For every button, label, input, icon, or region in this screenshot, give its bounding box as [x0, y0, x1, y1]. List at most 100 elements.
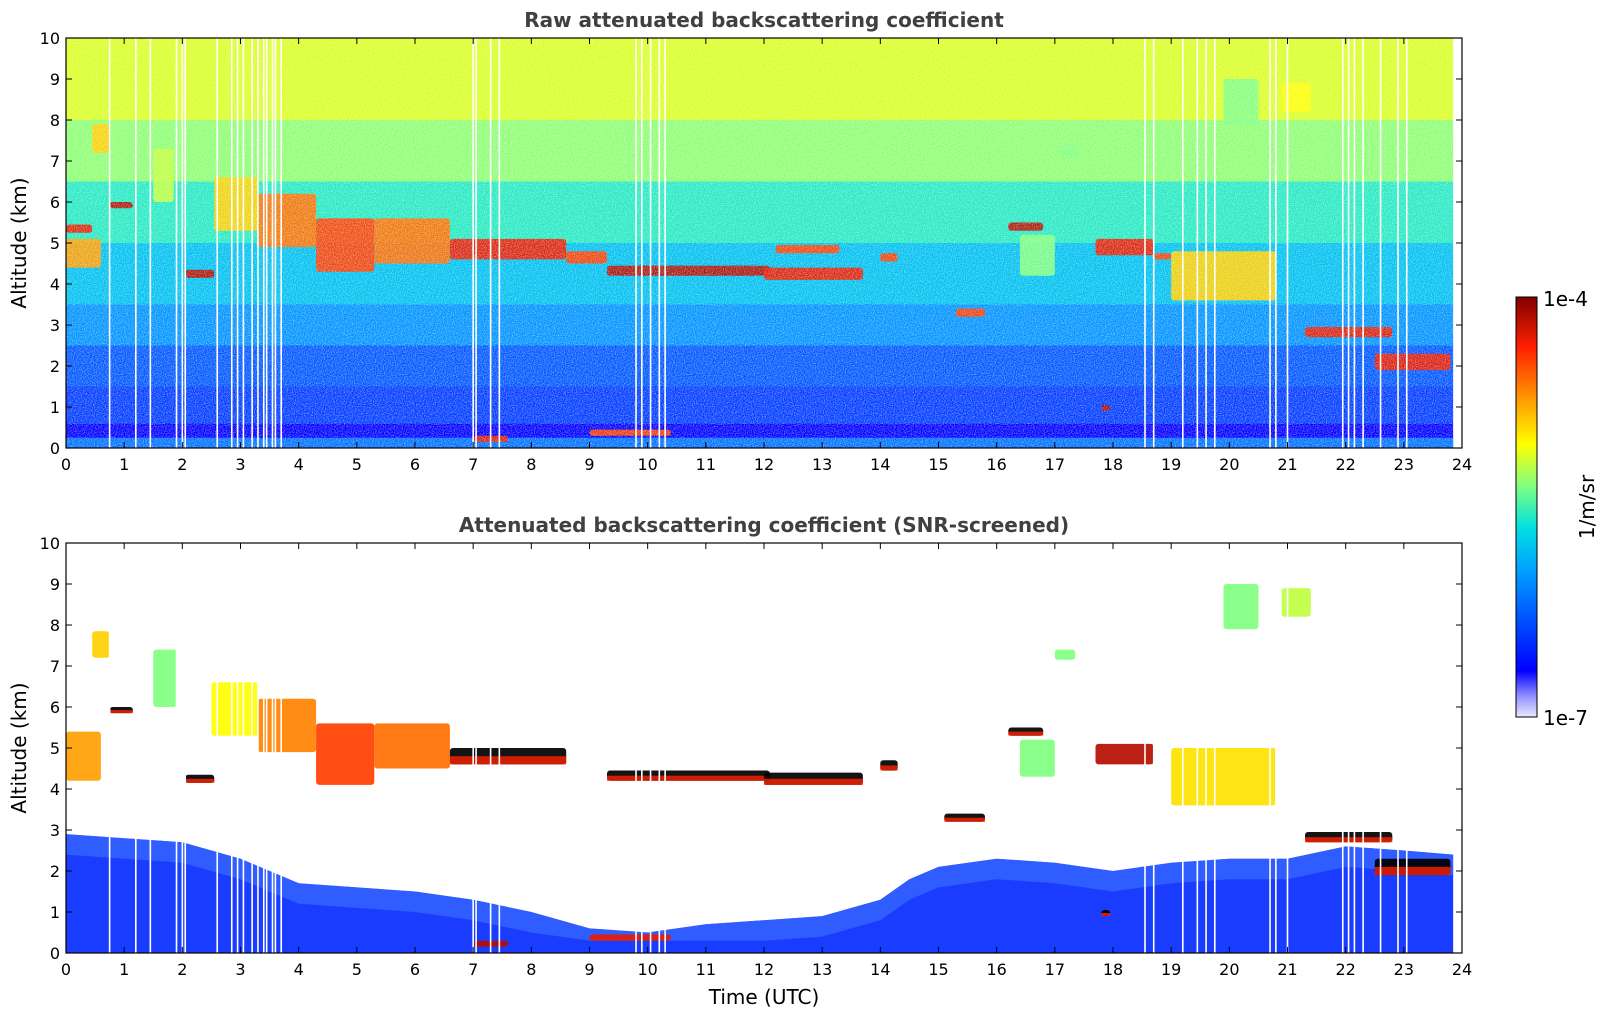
x-tick-label: 14 [870, 960, 890, 979]
x-tick-label: 8 [526, 455, 536, 474]
x-tick-label: 10 [637, 455, 657, 474]
x-tick-label: 12 [754, 960, 774, 979]
raw-heatmap [66, 38, 1462, 448]
y-tick-label: 0 [50, 439, 60, 458]
cloud-layer-edge [1101, 913, 1111, 917]
x-tick-label: 24 [1452, 455, 1472, 474]
raw-noise-overlay [66, 38, 1462, 448]
screened-boundary-layer-top [66, 834, 1454, 941]
cloud-layer-edge [1008, 731, 1044, 736]
x-tick-label: 4 [294, 960, 304, 979]
screened-heatmap [66, 543, 1462, 953]
y-tick-label: 9 [50, 70, 60, 89]
raw-panel: Raw attenuated backscattering coefficien… [7, 8, 1472, 474]
y-tick-label: 6 [50, 193, 60, 212]
x-tick-label: 6 [410, 960, 420, 979]
y-tick-label: 10 [40, 534, 60, 553]
x-tick-label: 21 [1277, 960, 1297, 979]
raw-x-axis: 0 1 2 3 4 5 6 7 8 9 10 11 12 13 14 15 16 17 18 19 20 21 22 23 24 [61, 38, 1472, 474]
x-tick-label: 6 [410, 455, 420, 474]
screened-y-axis: 0 1 2 3 4 5 6 7 8 9 10 [40, 534, 1462, 963]
x-tick-label: 21 [1277, 455, 1297, 474]
x-tick-label: 13 [812, 960, 832, 979]
x-tick-label: 20 [1219, 960, 1239, 979]
y-tick-label: 0 [50, 944, 60, 963]
colorbar-unit-label: 1/m/sr [1575, 474, 1599, 539]
x-tick-label: 13 [812, 455, 832, 474]
colorbar-max-label: 1e-4 [1543, 287, 1588, 311]
screened-x-axis: 0 1 2 3 4 5 6 7 8 9 10 11 12 13 14 15 16 17 18 19 20 21 22 23 24 [61, 543, 1472, 979]
y-tick-label: 8 [50, 111, 60, 130]
raw-y-axis-label: Altitude (km) [7, 177, 31, 308]
x-tick-label: 9 [584, 455, 594, 474]
x-tick-label: 16 [986, 455, 1006, 474]
x-tick-label: 1 [119, 960, 129, 979]
x-tick-label: 2 [177, 960, 187, 979]
x-tick-label: 19 [1161, 960, 1181, 979]
x-tick-label: 0 [61, 455, 71, 474]
y-tick-label: 8 [50, 616, 60, 635]
x-tick-label: 17 [1045, 960, 1065, 979]
y-tick-label: 3 [50, 821, 60, 840]
y-tick-label: 7 [50, 657, 60, 676]
x-tick-label: 11 [696, 960, 716, 979]
x-tick-label: 17 [1045, 455, 1065, 474]
x-tick-label: 14 [870, 455, 890, 474]
raw-panel-title: Raw attenuated backscattering coefficien… [524, 8, 1004, 32]
x-tick-label: 7 [468, 455, 478, 474]
y-tick-label: 1 [50, 903, 60, 922]
x-tick-label: 19 [1161, 455, 1181, 474]
y-tick-label: 10 [40, 29, 60, 48]
x-tick-label: 2 [177, 455, 187, 474]
cloud-layer [1054, 649, 1076, 660]
x-tick-label: 22 [1335, 960, 1355, 979]
x-tick-label: 23 [1394, 455, 1414, 474]
y-tick-label: 2 [50, 862, 60, 881]
x-tick-label: 9 [584, 960, 594, 979]
raw-y-axis: 0 1 2 3 4 5 6 7 8 9 10 [40, 29, 1462, 458]
x-tick-label: 3 [235, 960, 245, 979]
y-tick-label: 1 [50, 398, 60, 417]
x-tick-label: 15 [928, 455, 948, 474]
screened-panel-title: Attenuated backscattering coefficient (S… [459, 513, 1069, 537]
cloud-layer [1281, 588, 1311, 617]
colorbar-gradient [1515, 296, 1538, 718]
cloud-layer-edge [185, 778, 215, 783]
cloud-layer-edge [449, 756, 567, 765]
x-tick-label: 1 [119, 455, 129, 474]
x-tick-label: 5 [352, 960, 362, 979]
y-tick-label: 2 [50, 357, 60, 376]
cloud-layer-edge [1374, 866, 1451, 876]
y-tick-label: 5 [50, 739, 60, 758]
x-tick-label: 11 [696, 455, 716, 474]
screened-boundary-layer [66, 834, 1454, 953]
colorbar-min-label: 1e-7 [1543, 706, 1588, 730]
x-tick-label: 18 [1103, 455, 1123, 474]
cloud-layer-edge [607, 775, 770, 781]
x-tick-label: 24 [1452, 960, 1472, 979]
cloud-layer-edge [109, 710, 133, 714]
x-tick-label: 7 [468, 960, 478, 979]
y-tick-label: 5 [50, 234, 60, 253]
cloud-layer [66, 731, 101, 781]
x-tick-label: 20 [1219, 455, 1239, 474]
cloud-layer [374, 723, 450, 769]
x-tick-label: 4 [294, 455, 304, 474]
x-tick-label: 16 [986, 960, 1006, 979]
cloud-layer [92, 631, 110, 658]
cloud-layer [1223, 584, 1259, 630]
x-tick-label: 12 [754, 455, 774, 474]
cloud-layer-edge [880, 765, 898, 771]
cloud-layer [1019, 739, 1055, 777]
screened-y-axis-label: Altitude (km) [7, 682, 31, 813]
colorbar: 1e-4 1e-7 1/m/sr [1515, 287, 1599, 730]
cloud-layer [1171, 748, 1276, 806]
cloud-layer [211, 682, 258, 736]
cloud-layer-edge [944, 817, 985, 822]
cloud-layer [316, 723, 375, 785]
screened-x-axis-label: Time (UTC) [708, 985, 820, 1009]
x-tick-label: 8 [526, 960, 536, 979]
y-tick-label: 9 [50, 575, 60, 594]
y-tick-label: 7 [50, 152, 60, 171]
